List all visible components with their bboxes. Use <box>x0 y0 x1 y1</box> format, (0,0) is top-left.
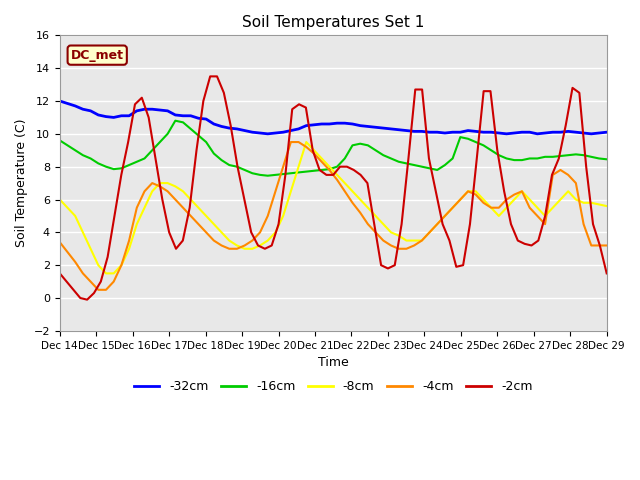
Text: DC_met: DC_met <box>70 48 124 61</box>
X-axis label: Time: Time <box>318 356 349 369</box>
Title: Soil Temperatures Set 1: Soil Temperatures Set 1 <box>242 15 424 30</box>
Y-axis label: Soil Temperature (C): Soil Temperature (C) <box>15 119 28 247</box>
Legend: -32cm, -16cm, -8cm, -4cm, -2cm: -32cm, -16cm, -8cm, -4cm, -2cm <box>129 375 538 398</box>
